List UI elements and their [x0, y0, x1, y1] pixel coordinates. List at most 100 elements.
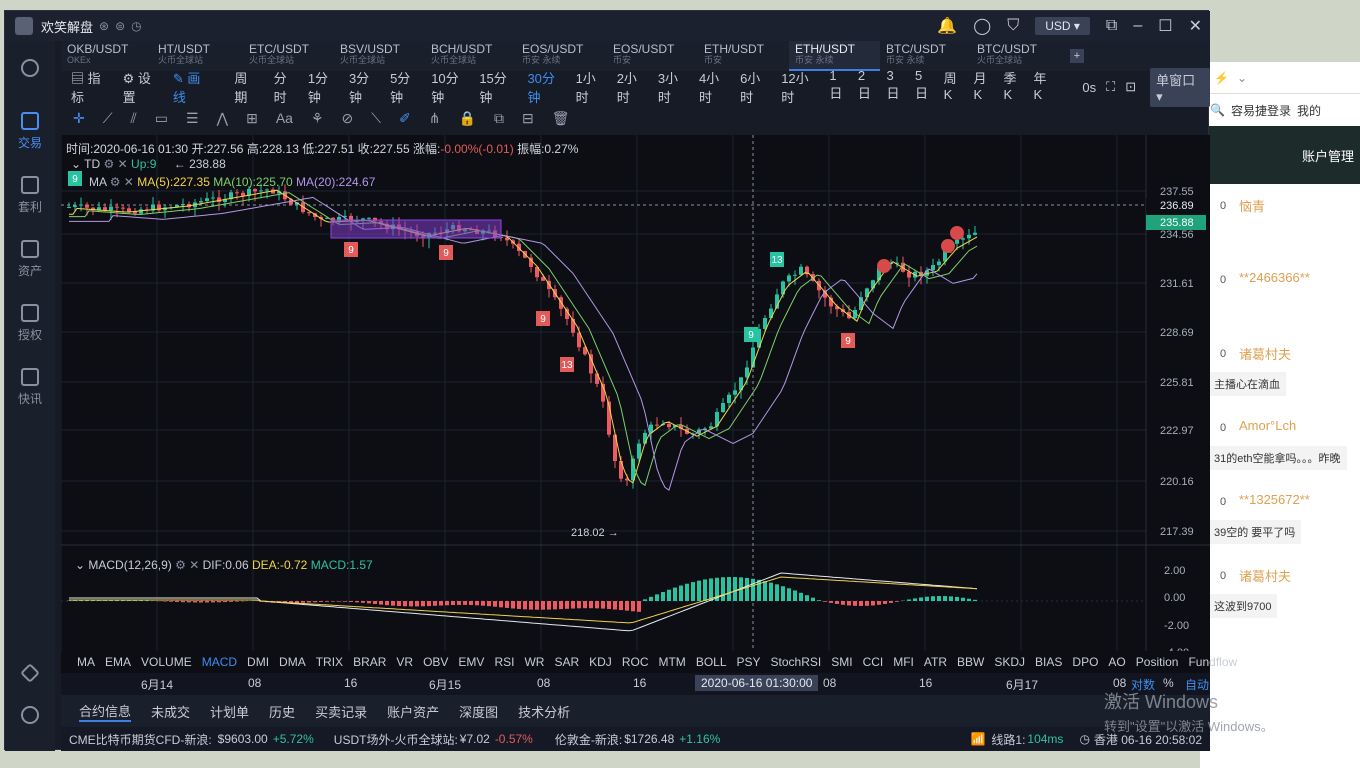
crosshair-icon[interactable]: ✛: [73, 109, 85, 126]
td-close-icon[interactable]: ✕: [117, 157, 128, 171]
eraser-tool-icon[interactable]: ⊘: [341, 109, 354, 126]
indicator-tab[interactable]: MTM: [658, 655, 686, 669]
drawn-rectangle[interactable]: [330, 219, 502, 239]
hline-tool-icon[interactable]: ☰: [186, 109, 199, 126]
symbol-tab[interactable]: ETC/USDT 火币全球站: [243, 41, 334, 71]
minimize-icon[interactable]: –: [1133, 17, 1143, 34]
indicator-tab[interactable]: BOLL: [695, 655, 727, 669]
parallel-tool-icon[interactable]: ⫽: [130, 109, 137, 126]
timeframe-button[interactable]: 分时: [273, 71, 287, 105]
indicator-tab[interactable]: Fundflow: [1188, 655, 1238, 669]
maximize-icon[interactable]: ☐: [1158, 18, 1173, 35]
ma-close-icon[interactable]: ✕: [123, 175, 134, 189]
chart-area[interactable]: 237.55 234.56 231.61 228.69 225.81 222.97 220.…: [61, 135, 1210, 675]
settings-button[interactable]: ⚙ 设置: [122, 71, 151, 105]
bottom-tab[interactable]: 计划单: [210, 704, 250, 720]
timeframe-button[interactable]: 4小时: [698, 71, 720, 105]
settings-gear-icon[interactable]: [5, 697, 55, 737]
indicator-tab[interactable]: SMI: [831, 655, 853, 669]
indicator-tab[interactable]: WR: [524, 655, 545, 669]
user-avatar-icon[interactable]: [15, 17, 33, 35]
currency-select[interactable]: USD ▾: [1035, 17, 1090, 35]
bottom-tab[interactable]: 未成交: [151, 704, 191, 720]
diamond-icon[interactable]: [5, 655, 55, 695]
fullscreen-icon[interactable]: ⛶: [1106, 79, 1116, 94]
shirt-icon[interactable]: ⛉: [1007, 17, 1020, 34]
bottom-tab[interactable]: 账户资产: [387, 704, 440, 720]
timeframe-button[interactable]: 季K: [1003, 71, 1017, 102]
timeframe-button[interactable]: 周K: [943, 71, 957, 102]
add-tab-icon[interactable]: +: [1070, 49, 1084, 63]
symbol-tab[interactable]: OKB/USDT OKEx: [61, 41, 152, 71]
nav-item-3[interactable]: 授权: [5, 291, 55, 355]
symbol-tab[interactable]: ETH/USDT 币安: [698, 41, 789, 71]
trash-icon[interactable]: 🗑: [551, 109, 570, 126]
percent-toggle[interactable]: %: [1163, 676, 1174, 690]
indicator-tab[interactable]: Position: [1135, 655, 1179, 669]
status-line[interactable]: 线路1:: [991, 732, 1026, 747]
indicator-tab[interactable]: AO: [1108, 655, 1126, 669]
timeframe-button[interactable]: 1日: [829, 68, 843, 101]
indicator-tab[interactable]: EMA: [105, 655, 132, 669]
indicator-tab[interactable]: DMA: [279, 655, 306, 669]
bottom-tab[interactable]: 技术分析: [518, 704, 571, 720]
timeframe-button[interactable]: 2小时: [616, 71, 637, 105]
timeframe-button[interactable]: 5分钟: [390, 71, 411, 105]
timeframe-button[interactable]: 15分钟: [479, 71, 507, 105]
nav-logo[interactable]: [5, 41, 55, 99]
timeframe-button[interactable]: 1小时: [575, 71, 596, 105]
timeframe-button[interactable]: 年K: [1033, 71, 1047, 102]
timeframe-button[interactable]: 6小时: [740, 71, 761, 105]
timeframe-button[interactable]: 5日: [915, 68, 929, 101]
draw-button[interactable]: ✎ 画线: [172, 71, 201, 105]
indicator-tab[interactable]: StochRSI: [770, 655, 822, 669]
symbol-tab[interactable]: EOS/USDT 币安 永续: [516, 41, 607, 71]
symbol-tab[interactable]: EOS/USDT 币安: [607, 41, 698, 71]
indicator-tab[interactable]: BRAR: [353, 655, 387, 669]
auto-toggle[interactable]: 自动: [1185, 678, 1210, 692]
indicator-tab[interactable]: SAR: [554, 655, 580, 669]
wave-tool-icon[interactable]: ⋀: [216, 109, 229, 126]
symbol-tab[interactable]: BCH/USDT 火币全球站: [425, 41, 516, 71]
bookmark-mine[interactable]: 我的: [1296, 103, 1321, 118]
symbol-tab[interactable]: BSV/USDT 火币全球站: [334, 41, 425, 71]
pattern-tool-icon[interactable]: ⚘: [310, 109, 324, 126]
window-select[interactable]: 单窗口 ▾: [1150, 67, 1211, 107]
symbol-tab[interactable]: BTC/USDT 币安 永续: [880, 41, 971, 71]
symbol-tab[interactable]: BTC/USDT 火币全球站: [971, 41, 1062, 71]
indicator-tab[interactable]: ROC: [621, 655, 649, 669]
indicator-tab[interactable]: TRIX: [315, 655, 344, 669]
rectangle-tool-icon[interactable]: ▭: [154, 109, 169, 126]
magnet-icon[interactable]: ⋔: [428, 109, 441, 126]
indicator-tab[interactable]: MFI: [893, 655, 914, 669]
indicator-tab[interactable]: OBV: [423, 655, 449, 669]
kline-chart[interactable]: 237.55 234.56 231.61 228.69 225.81 222.97 220.…: [61, 135, 1210, 651]
nav-item-4[interactable]: 快讯: [5, 355, 55, 419]
ma-settings-icon[interactable]: ⚙: [109, 175, 121, 189]
close-icon[interactable]: ✕: [1188, 18, 1202, 35]
timeframe-button[interactable]: 2日: [857, 68, 871, 101]
symbol-tab[interactable]: HT/USDT 火币全球站: [152, 41, 243, 71]
indicator-tab[interactable]: VOLUME: [141, 655, 192, 669]
timeframe-button[interactable]: 1分钟: [307, 71, 329, 105]
lock-tool-icon[interactable]: 🔒: [458, 109, 476, 126]
bottom-tab[interactable]: 历史: [269, 704, 296, 720]
ruler-tool-icon[interactable]: ⟍: [371, 109, 382, 126]
indicator-tab[interactable]: VR: [396, 655, 414, 669]
bell-icon[interactable]: 🔔: [937, 18, 958, 35]
nav-item-1[interactable]: 套利: [5, 163, 55, 227]
timeframe-button[interactable]: 30分钟: [527, 71, 555, 105]
indicator-tab[interactable]: MACD: [201, 655, 238, 669]
grid-tool-icon[interactable]: ⊞: [246, 109, 258, 126]
timeframe-button[interactable]: 月K: [973, 71, 987, 102]
indicator-button[interactable]: ▤ 指标: [71, 71, 101, 105]
timeframe-button[interactable]: 3小时: [657, 71, 679, 105]
indicator-tab[interactable]: DPO: [1072, 655, 1099, 669]
bottom-tab[interactable]: 深度图: [459, 704, 499, 720]
timeframe-button[interactable]: 10分钟: [431, 71, 459, 105]
timeframe-button[interactable]: 3分钟: [348, 71, 370, 105]
indicator-tab[interactable]: CCI: [862, 655, 884, 669]
bottom-tab[interactable]: 合约信息: [79, 701, 132, 722]
chat-icon[interactable]: ◯: [973, 18, 992, 35]
td-settings-icon[interactable]: ⚙: [103, 157, 115, 171]
